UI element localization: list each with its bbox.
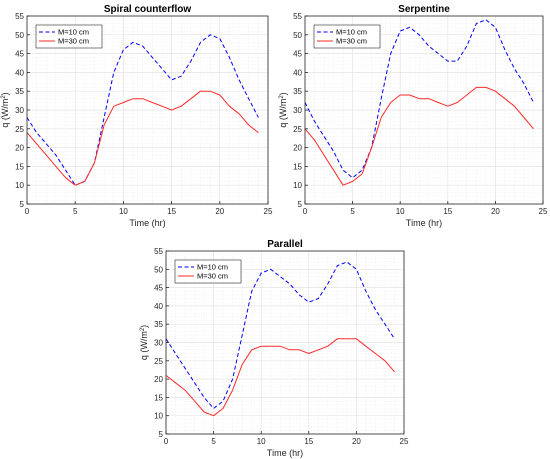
x-tick-label: 20 <box>215 207 224 216</box>
legend-label: M=30 cm <box>58 37 89 46</box>
legend-box <box>313 24 381 49</box>
legend-label: M=10 cm <box>58 28 89 37</box>
x-tick-label: 25 <box>400 437 409 446</box>
y-tick-label: 25 <box>15 125 24 134</box>
legend: M=10 cmM=30 cm <box>35 24 103 49</box>
y-tick-label: 35 <box>154 320 163 329</box>
legend-label: M=30 cm <box>197 272 228 281</box>
y-tick-label: 30 <box>154 339 163 348</box>
y-tick-label: 50 <box>15 31 24 40</box>
y-tick-label: 10 <box>15 181 24 190</box>
y-tick-label: 40 <box>15 68 24 77</box>
series-line-m30 <box>304 86 534 186</box>
y-tick-label: 5 <box>159 430 164 439</box>
chart-panel-2: 0 5 10 15 20 25510152025303540455055Serpentin… <box>278 4 548 228</box>
series-line-m10 <box>304 19 534 179</box>
y-tick-label: 20 <box>15 144 24 153</box>
x-tick-label: 25 <box>264 207 273 216</box>
y-tick-label: 45 <box>15 50 24 59</box>
legend-label: M=10 cm <box>197 263 228 272</box>
chart-panel-3: 0 5 10 15 20 25510152025303540455055ParallelT… <box>139 239 409 458</box>
legend: M=10 cmM=30 cm <box>313 24 381 49</box>
y-tick-label: 20 <box>293 144 302 153</box>
chart-title: Parallel <box>267 239 303 250</box>
y-tick-label: 50 <box>154 265 163 274</box>
x-axis-label: Time (hr) <box>267 448 303 458</box>
y-tick-label: 15 <box>293 162 302 171</box>
y-tick-label: 40 <box>293 68 302 77</box>
x-tick-label: 0 <box>164 437 169 446</box>
y-axis-label: q (W/m2) <box>139 325 149 360</box>
legend-label: M=30 cm <box>336 37 367 46</box>
x-tick-label: 5 <box>211 437 216 446</box>
x-tick-label: 25 <box>539 207 548 216</box>
y-tick-label: 20 <box>154 375 163 384</box>
y-tick-label: 50 <box>293 31 302 40</box>
series-line-m10 <box>26 34 259 186</box>
y-tick-label: 30 <box>293 106 302 115</box>
x-tick-label: 10 <box>257 437 266 446</box>
y-tick-label: 45 <box>293 50 302 59</box>
x-tick-label: 10 <box>396 207 405 216</box>
y-tick-label: 35 <box>293 87 302 96</box>
y-tick-label: 55 <box>15 12 24 21</box>
x-tick-label: 15 <box>167 207 176 216</box>
x-axis-label: Time (hr) <box>406 218 442 228</box>
x-tick-label: 20 <box>352 437 361 446</box>
x-tick-label: 10 <box>119 207 128 216</box>
y-tick-label: 40 <box>154 302 163 311</box>
grid <box>26 15 269 205</box>
legend-box <box>35 24 103 49</box>
y-tick-label: 30 <box>15 106 24 115</box>
series-line-m30 <box>26 90 259 186</box>
y-tick-label: 10 <box>154 412 163 421</box>
y-tick-label: 5 <box>298 200 303 209</box>
y-tick-label: 25 <box>154 357 163 366</box>
y-axis-label: q (W/m2) <box>0 92 10 127</box>
x-tick-label: 20 <box>491 207 500 216</box>
legend-label: M=10 cm <box>336 28 367 37</box>
y-tick-label: 45 <box>154 284 163 293</box>
y-tick-label: 25 <box>293 125 302 134</box>
y-tick-label: 15 <box>154 393 163 402</box>
x-tick-label: 0 <box>25 207 30 216</box>
x-tick-label: 5 <box>73 207 78 216</box>
y-tick-label: 15 <box>15 162 24 171</box>
chart-title: Serpentine <box>398 4 450 15</box>
grid <box>165 250 405 435</box>
x-tick-label: 0 <box>303 207 308 216</box>
x-axis-label: Time (hr) <box>129 218 165 228</box>
y-tick-label: 55 <box>154 247 163 256</box>
y-tick-label: 5 <box>20 200 25 209</box>
chart-title: Spiral counterflow <box>104 4 191 15</box>
x-tick-label: 5 <box>350 207 355 216</box>
x-tick-label: 15 <box>443 207 452 216</box>
y-tick-label: 35 <box>15 87 24 96</box>
series-line-m30 <box>165 338 395 417</box>
y-axis-label: q (W/m2) <box>278 92 288 127</box>
legend: M=10 cmM=30 cm <box>174 259 242 284</box>
y-tick-label: 10 <box>293 181 302 190</box>
y-tick-label: 55 <box>293 12 302 21</box>
x-tick-label: 15 <box>304 437 313 446</box>
legend-box <box>174 259 242 284</box>
